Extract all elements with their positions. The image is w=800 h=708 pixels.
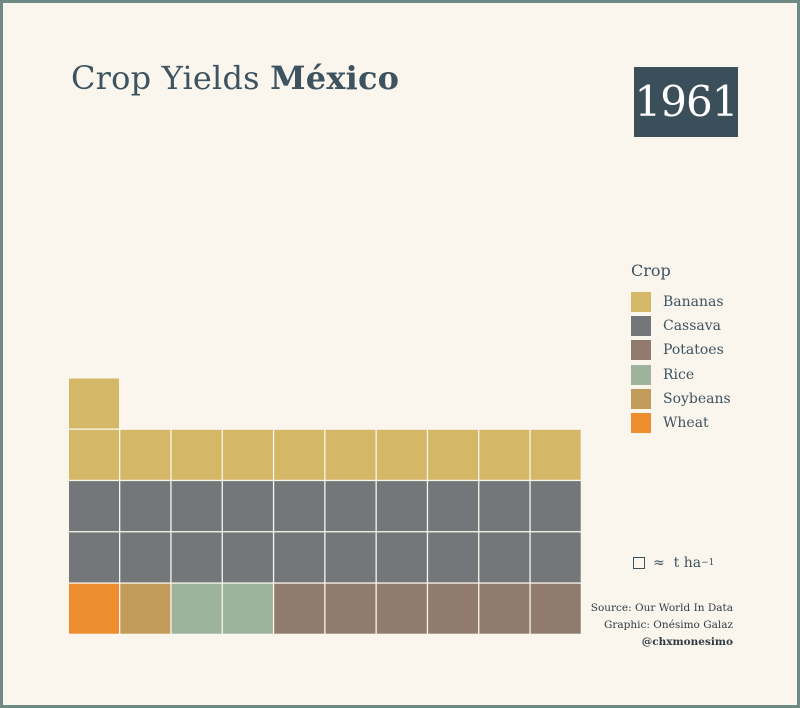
legend-swatch: [631, 388, 651, 409]
credit-source: Source: Our World In Data: [590, 602, 733, 614]
legend-items: Bananas Cassava Potatoes Rice Soybeans Wheat: [631, 290, 731, 435]
waffle-cell-bananas: [376, 429, 427, 480]
legend-swatch: [631, 413, 651, 434]
waffle-cell-cassava: [69, 532, 119, 583]
waffle-cell-bananas: [530, 429, 581, 480]
legend: Crop Bananas Cassava Potatoes Rice Soybeans W…: [631, 261, 731, 435]
waffle-cell-cassava: [479, 481, 530, 532]
chart-title: Crop Yields México: [71, 59, 399, 97]
waffle-cell-cassava: [120, 532, 171, 583]
unit-label: t ha: [673, 555, 702, 571]
waffle-cell-cassava: [428, 481, 479, 532]
legend-label: Potatoes: [663, 342, 724, 359]
legend-item-wheat: Wheat: [631, 411, 731, 435]
title-prefix: Crop Yields: [71, 59, 260, 97]
waffle-cell-potatoes: [376, 583, 427, 634]
unit-note: ≈ t ha −1: [633, 555, 714, 571]
waffle-cell-cassava: [428, 532, 479, 583]
waffle-cell-cassava: [222, 481, 273, 532]
legend-label: Cassava: [663, 318, 722, 335]
legend-label: Rice: [663, 366, 695, 383]
waffle-cell-wheat: [69, 583, 119, 634]
waffle-cell-cassava: [376, 532, 427, 583]
waffle-cell-potatoes: [428, 583, 479, 634]
waffle-cell-cassava: [69, 481, 119, 532]
credits: Source: Our World In Data Graphic: Onési…: [591, 600, 733, 651]
waffle-cell-rice: [222, 583, 273, 634]
waffle-chart: [69, 378, 581, 634]
waffle-cell-cassava: [274, 481, 325, 532]
legend-item-rice: Rice: [631, 363, 731, 387]
waffle-cell-bananas: [171, 429, 222, 480]
waffle-cell-bananas: [325, 429, 376, 480]
waffle-cell-potatoes: [274, 583, 325, 634]
waffle-cell-potatoes: [530, 583, 581, 634]
waffle-cell-cassava: [530, 481, 581, 532]
waffle-cell-bananas: [120, 429, 171, 480]
legend-label: Wheat: [663, 415, 709, 432]
waffle-cell-cassava: [171, 532, 222, 583]
waffle-cell-cassava: [325, 532, 376, 583]
waffle-cell-bananas: [222, 429, 273, 480]
waffle-cell-bananas: [69, 429, 119, 480]
waffle-cell-cassava: [376, 481, 427, 532]
legend-item-cassava: Cassava: [631, 314, 731, 338]
year-badge: 1961: [634, 67, 738, 137]
legend-label: Bananas: [663, 294, 724, 311]
waffle-cell-cassava: [325, 481, 376, 532]
waffle-cell-bananas: [69, 378, 119, 429]
legend-label: Soybeans: [663, 390, 731, 407]
legend-swatch: [631, 364, 651, 385]
legend-swatch: [631, 340, 651, 361]
unit-approx: ≈: [653, 555, 665, 571]
waffle-cell-cassava: [274, 532, 325, 583]
waffle-cell-bananas: [428, 429, 479, 480]
credit-handle: @chxmonesimo: [641, 636, 733, 648]
waffle-cell-potatoes: [479, 583, 530, 634]
waffle-cell-rice: [171, 583, 222, 634]
title-country: México: [270, 59, 400, 97]
waffle-cell-cassava: [530, 532, 581, 583]
unit-exponent: −1: [701, 558, 715, 568]
waffle-cell-cassava: [222, 532, 273, 583]
legend-title: Crop: [631, 261, 671, 280]
waffle-cell-bananas: [479, 429, 530, 480]
unit-square-icon: [633, 557, 645, 569]
waffle-cell-soybeans: [120, 583, 171, 634]
waffle-cell-cassava: [479, 532, 530, 583]
waffle-cell-bananas: [274, 429, 325, 480]
legend-swatch: [631, 316, 651, 337]
legend-item-bananas: Bananas: [631, 290, 731, 314]
legend-item-soybeans: Soybeans: [631, 387, 731, 411]
legend-swatch: [631, 292, 651, 313]
legend-item-potatoes: Potatoes: [631, 338, 731, 362]
waffle-cell-cassava: [171, 481, 222, 532]
credit-graphic: Graphic: Onésimo Galaz: [603, 619, 733, 631]
waffle-cell-potatoes: [325, 583, 376, 634]
waffle-cell-cassava: [120, 481, 171, 532]
